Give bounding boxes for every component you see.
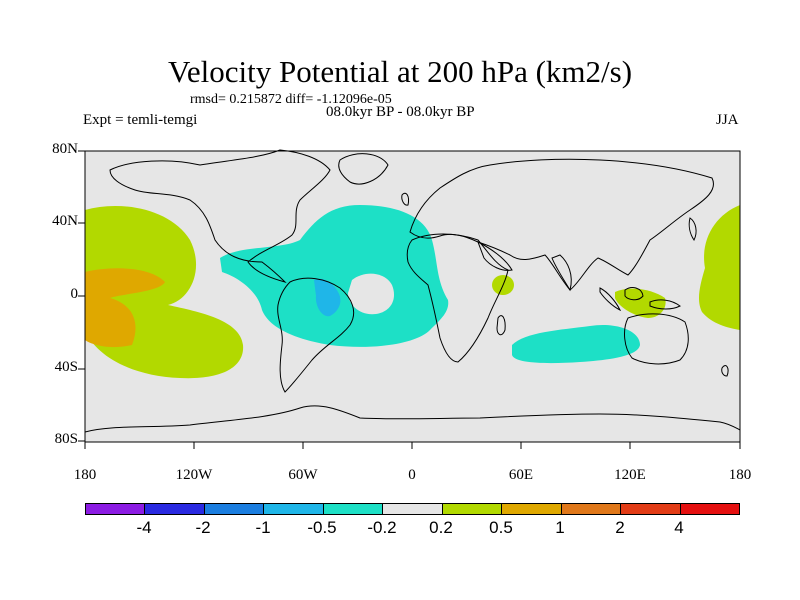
x-label-60e: 60E — [508, 467, 534, 483]
colorbar-swatch — [502, 504, 562, 514]
y-label-40n: 40N — [52, 213, 78, 229]
colorbar-label: -2 — [195, 518, 211, 537]
colorbar-label: 0.5 — [489, 518, 513, 537]
map-title: Velocity Potential at 200 hPa (km2/s) — [167, 54, 633, 89]
coastline-arabia — [477, 240, 513, 271]
colorbar-label: 1 — [555, 518, 565, 537]
y-label-40s: 40S — [54, 359, 78, 375]
rmsd-subtitle: rmsd= 0.215872 diff= -1.12096e-05 — [190, 92, 392, 107]
coastline-eurasia — [409, 158, 714, 291]
coastline-uk — [401, 192, 409, 206]
anomaly-region-atlantic — [220, 205, 449, 347]
colorbar-label: -1 — [255, 518, 271, 537]
x-label-120e: 120E — [614, 467, 646, 483]
anomaly-region-west-pacific — [698, 205, 740, 330]
period-subtitle: 08.0kyr BP - 08.0kyr BP — [326, 104, 475, 120]
coastline-madagascar — [496, 315, 506, 336]
y-label-0: 0 — [70, 286, 79, 302]
anomaly-region-maritime-continent — [615, 288, 666, 318]
colorbar-label: 4 — [674, 518, 684, 537]
colorbar-swatch — [621, 504, 681, 514]
coastline-new-zealand — [721, 365, 729, 377]
colorbar-swatch — [383, 504, 443, 514]
anomaly-core-east-pacific — [85, 268, 165, 348]
anomaly-region-indian-ocean — [512, 324, 640, 364]
colorbar — [85, 503, 740, 515]
colorbar-label: -0.2 — [367, 518, 397, 537]
colorbar-label: -4 — [136, 518, 152, 537]
axis-ticks — [78, 150, 741, 449]
coastlines — [84, 149, 741, 433]
coastline-sumatra — [599, 287, 622, 312]
coastline-new-guinea — [649, 299, 681, 310]
colorbar-label: 2 — [615, 518, 625, 537]
x-label-120w: 120W — [175, 467, 213, 483]
colorbar-label: -0.5 — [307, 518, 337, 537]
coastline-south-america — [277, 277, 355, 393]
colorbar-swatch — [86, 504, 146, 514]
colorbar-swatch — [680, 504, 739, 514]
colorbar-swatch — [561, 504, 622, 514]
y-label-80n: 80N — [52, 141, 78, 157]
coastline-africa — [406, 233, 509, 363]
season-label: JJA — [716, 112, 739, 128]
x-label-0: 0 — [408, 467, 416, 483]
colorbar-swatch — [145, 504, 205, 514]
anomaly-core-amazon — [314, 278, 341, 317]
coastline-borneo — [624, 287, 644, 301]
coastline-greenland — [338, 153, 389, 185]
x-label-180-east: 180 — [728, 467, 752, 483]
y-label-80s: 80S — [54, 431, 78, 447]
x-label-60w: 60W — [288, 467, 318, 483]
coastline-australia — [624, 313, 689, 365]
anomaly-hole-atlantic — [348, 273, 395, 315]
coastline-india — [551, 254, 572, 292]
coastline-japan — [688, 217, 697, 241]
colorbar-swatch — [323, 504, 384, 514]
colorbar-swatch — [264, 504, 324, 514]
experiment-label: Expt = temli-temgi — [83, 112, 198, 128]
colorbar-swatch — [204, 504, 265, 514]
x-label-180-west: 180 — [73, 467, 97, 483]
coastline-north-america — [109, 149, 331, 283]
colorbar-label: 0.2 — [429, 518, 453, 537]
coastline-antarctica — [84, 405, 741, 433]
colorbar-swatch — [442, 504, 503, 514]
